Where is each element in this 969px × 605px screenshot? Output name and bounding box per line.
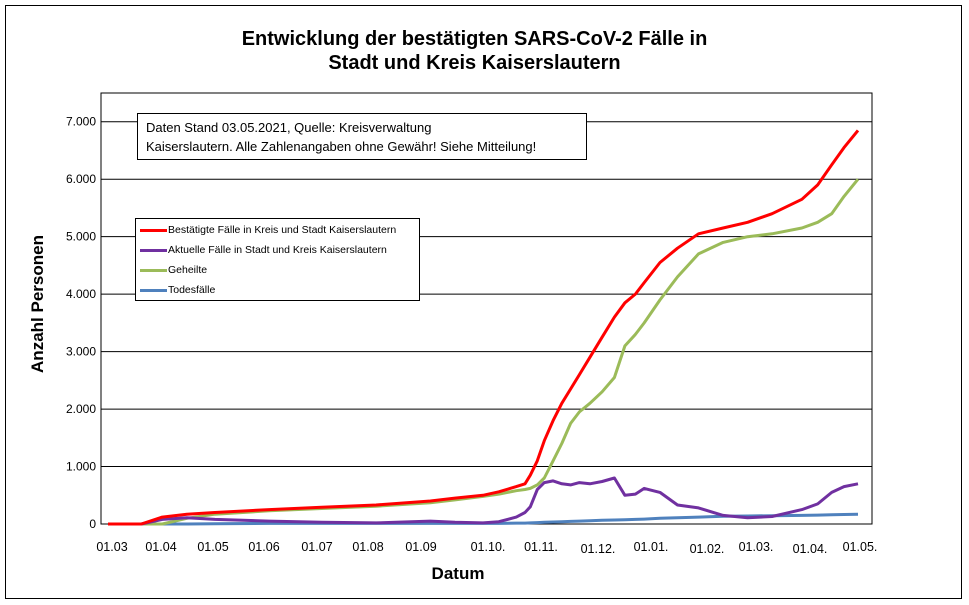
x-tick-label: 01.06 bbox=[248, 540, 279, 554]
legend-swatch bbox=[140, 228, 167, 232]
x-tick-label: 01.02. bbox=[690, 542, 725, 556]
y-tick-label: 0 bbox=[89, 517, 96, 531]
legend-swatch bbox=[140, 268, 167, 272]
legend-label: Bestätigte Fälle in Kreis und Stadt Kais… bbox=[168, 224, 397, 236]
x-tick-label: 01.08 bbox=[352, 540, 383, 554]
legend-label: Aktuelle Fälle in Stadt und Kreis Kaiser… bbox=[168, 244, 387, 256]
legend-swatch bbox=[140, 248, 167, 252]
chart-title-line-1: Entwicklung der bestätigten SARS-CoV-2 F… bbox=[241, 28, 708, 50]
x-tick-label: 01.05 bbox=[197, 540, 228, 554]
series-line-1 bbox=[108, 129, 860, 526]
legend-item-confirmed: Bestätigte Fälle in Kreis und Stadt Kais… bbox=[140, 223, 396, 237]
y-tick-label: 4.000 bbox=[66, 287, 96, 301]
x-tick-label: 01.10. bbox=[471, 540, 506, 554]
legend-label: Todesfälle bbox=[168, 284, 216, 296]
x-tick-label: 01.07 bbox=[301, 540, 332, 554]
annotation-line-2: Kaiserslautern. Alle Zahlenangaben ohne … bbox=[146, 139, 537, 154]
x-axis-title: Datum bbox=[431, 564, 485, 583]
y-tick-label: 2.000 bbox=[66, 402, 96, 416]
x-tick-label: 01.04 bbox=[145, 540, 176, 554]
legend-item-recovered: Geheilte bbox=[140, 263, 207, 277]
legend: Bestätigte Fälle in Kreis und Stadt Kais… bbox=[135, 218, 420, 301]
y-tick-label: 1.000 bbox=[66, 460, 96, 474]
y-tick-label: 6.000 bbox=[66, 172, 96, 186]
x-tick-label: 01.04. bbox=[793, 542, 828, 556]
x-tick-label: 01.01. bbox=[634, 540, 669, 554]
annotation-line-1: Daten Stand 03.05.2021, Quelle: Kreisver… bbox=[146, 120, 432, 135]
x-tick-label: 01.09 bbox=[405, 540, 436, 554]
chart-frame bbox=[5, 5, 962, 599]
y-tick-label: 5.000 bbox=[66, 230, 96, 244]
x-tick-label: 01.03 bbox=[96, 540, 127, 554]
x-tick-label: 01.11. bbox=[524, 540, 558, 554]
legend-item-active: Aktuelle Fälle in Stadt und Kreis Kaiser… bbox=[140, 243, 387, 257]
x-tick-label: 01.05. bbox=[843, 540, 878, 554]
series-line-2 bbox=[108, 476, 859, 526]
annotation-box: Daten Stand 03.05.2021, Quelle: Kreisver… bbox=[137, 113, 587, 160]
x-tick-label: 01.12. bbox=[581, 542, 616, 556]
y-axis-title: Anzahl Personen bbox=[28, 235, 47, 373]
chart-title-line-2: Stadt und Kreis Kaiserslautern bbox=[328, 52, 621, 74]
y-tick-label: 3.000 bbox=[66, 345, 96, 359]
y-tick-label: 7.000 bbox=[66, 115, 96, 129]
x-tick-label: 01.03. bbox=[739, 540, 774, 554]
legend-item-deaths: Todesfälle bbox=[140, 283, 215, 297]
legend-label: Geheilte bbox=[168, 264, 208, 276]
legend-swatch bbox=[140, 288, 167, 292]
